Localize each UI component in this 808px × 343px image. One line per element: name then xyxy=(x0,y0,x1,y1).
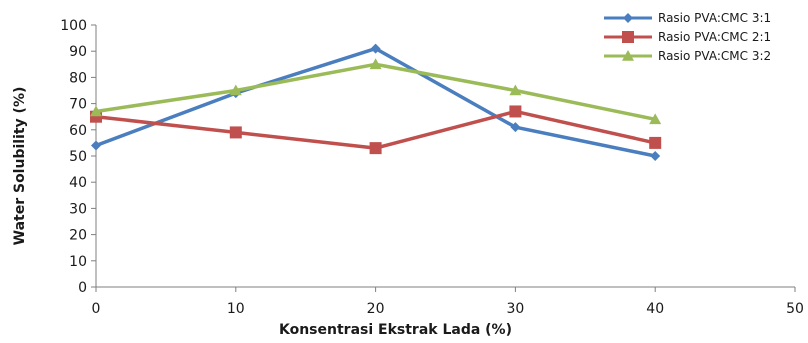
y-tick-label: 30 xyxy=(69,201,87,217)
data-point-1 xyxy=(650,151,661,161)
x-tick-label: 0 xyxy=(92,301,101,317)
x-axis-title: Konsentrasi Ekstrak Lada (%) xyxy=(279,322,512,338)
y-tick-label: 100 xyxy=(60,18,87,34)
x-tick-label: 10 xyxy=(227,301,245,317)
x-tick-label: 40 xyxy=(646,301,664,317)
data-point-3 xyxy=(509,84,522,96)
y-axis-title: Water Solubility (%) xyxy=(12,87,28,246)
data-point-3 xyxy=(90,105,102,117)
data-point-1 xyxy=(370,43,381,54)
y-tick-label: 90 xyxy=(69,44,87,60)
data-point-2 xyxy=(369,142,382,155)
legend-marker-1 xyxy=(623,13,633,23)
x-tick-label: 50 xyxy=(786,301,804,317)
data-point-1 xyxy=(510,122,521,133)
x-tick-label: 20 xyxy=(367,301,385,317)
data-point-3 xyxy=(369,58,382,70)
y-tick-label: 80 xyxy=(69,70,87,86)
data-point-2 xyxy=(229,126,242,139)
series-line-3 xyxy=(95,62,656,122)
legend-label-1: Rasio PVA:CMC 3:1 xyxy=(658,11,771,25)
y-tick-label: 20 xyxy=(69,228,87,244)
y-tick-label: 70 xyxy=(69,97,87,113)
legend: Rasio PVA:CMC 3:1 Rasio PVA:CMC 2:1 Rasio … xyxy=(604,11,771,63)
y-tick-label: 0 xyxy=(78,280,87,296)
y-tick-label: 10 xyxy=(69,254,87,270)
legend-label-3: Rasio PVA:CMC 3:2 xyxy=(658,49,771,63)
y-tick-label: 40 xyxy=(69,175,87,191)
plot-area: 0 10 20 30 40 50 60 70 80 90 100 0 10 20 30 40 50 xyxy=(60,18,804,317)
legend-marker-3 xyxy=(622,50,634,61)
data-point-2 xyxy=(509,105,522,118)
legend-marker-2 xyxy=(622,31,634,43)
x-tick-label: 30 xyxy=(506,301,524,317)
data-point-3 xyxy=(229,84,242,96)
data-point-1 xyxy=(91,140,101,151)
legend-label-2: Rasio PVA:CMC 2:1 xyxy=(658,30,771,44)
y-tick-label: 60 xyxy=(69,123,87,139)
data-point-2 xyxy=(649,136,662,149)
data-point-3 xyxy=(649,113,662,125)
y-tick-label: 50 xyxy=(69,149,87,165)
